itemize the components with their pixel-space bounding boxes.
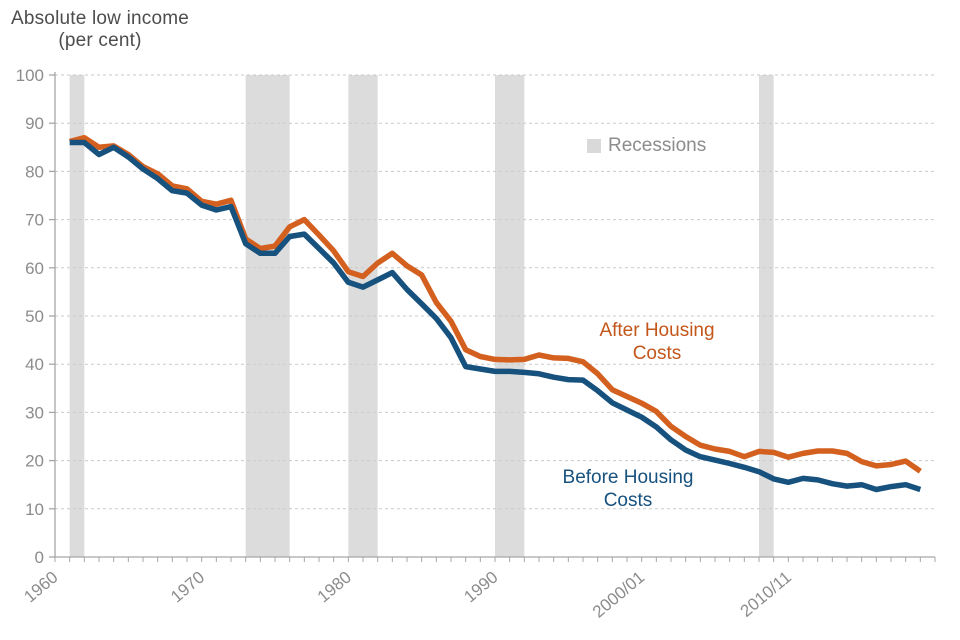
label-after-housing-costs: After Housing Costs	[599, 320, 715, 364]
recession-swatch-icon	[587, 139, 601, 153]
x-tick-label: 1990	[460, 568, 501, 607]
y-tick-label: 20	[25, 452, 44, 471]
series-before-housing-costs	[69, 139, 922, 493]
x-tick-label: 2000/01	[589, 568, 648, 622]
label-before-housing-costs: Before Housing Costs	[562, 467, 694, 511]
y-tick-label: 70	[25, 211, 44, 230]
x-tick-label: 2010/11	[737, 568, 795, 621]
legend-recessions: Recessions	[587, 135, 706, 157]
x-tick-label: 1960	[20, 568, 61, 607]
x-tick-label: 1970	[167, 568, 208, 607]
y-tick-label: 50	[25, 307, 44, 326]
x-tick-label: 1980	[314, 568, 355, 607]
y-tick-label: 0	[35, 548, 44, 567]
y-tick-label: 40	[25, 355, 44, 374]
recession-band	[759, 75, 774, 557]
recession-band	[69, 75, 85, 557]
y-tick-label: 80	[25, 162, 44, 181]
y-tick-label: 30	[25, 403, 44, 422]
chart-title: Absolute low income (per cent)	[8, 8, 192, 52]
y-tick-label: 90	[25, 114, 44, 133]
legend-label: Recessions	[608, 135, 707, 156]
y-tick-label: 10	[25, 500, 44, 519]
series-after-housing-costs	[69, 134, 922, 474]
y-tick-label: 100	[16, 66, 44, 85]
chart-title-line1: Absolute low income	[10, 8, 190, 29]
chart-title-line2: (per cent)	[58, 30, 142, 51]
y-tick-label: 60	[25, 259, 44, 278]
